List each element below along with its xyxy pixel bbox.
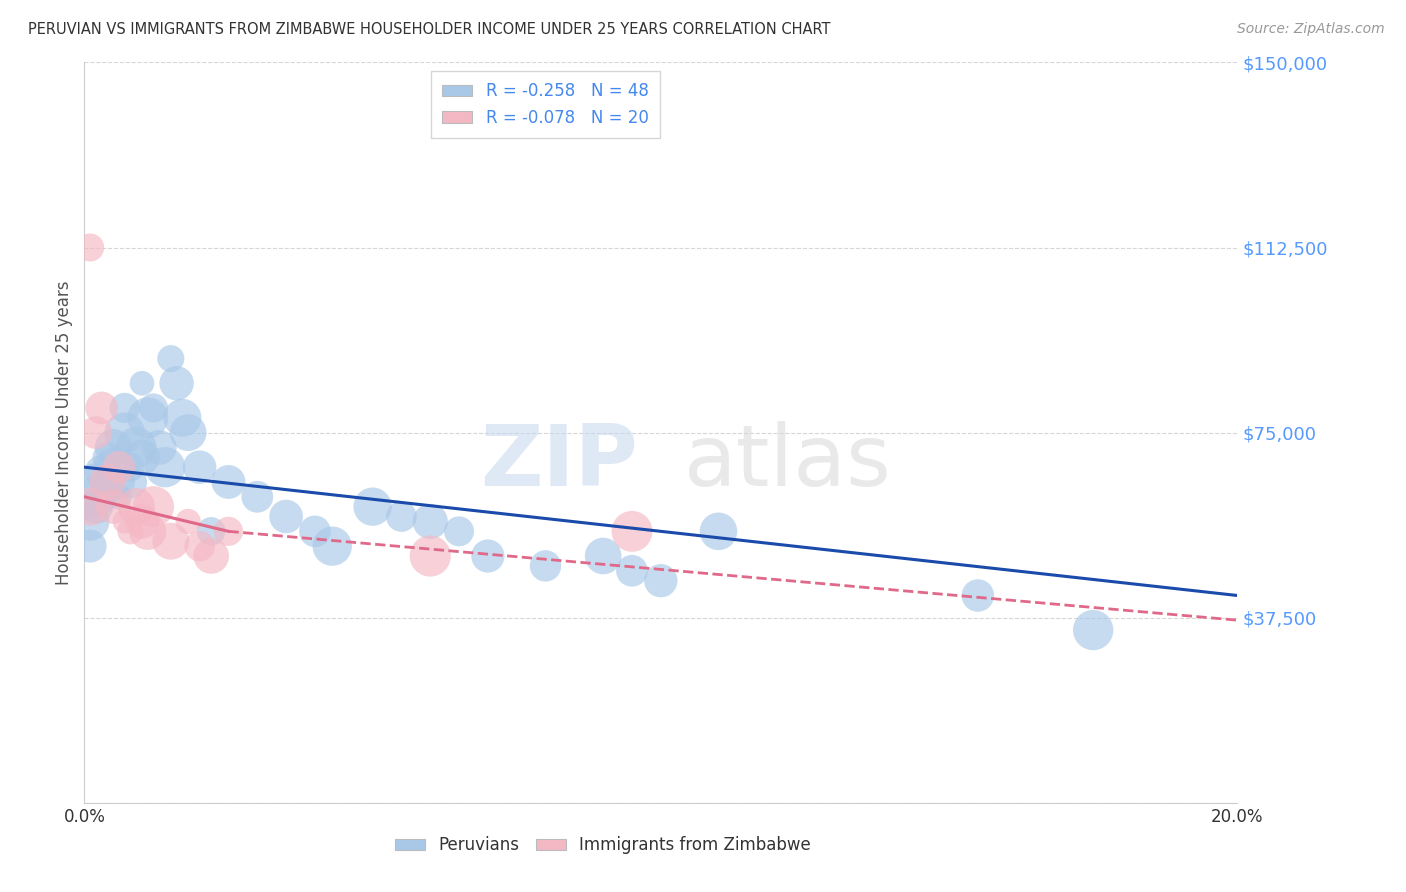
Point [96, 475, 118, 489]
Point [361, 500, 384, 514]
Point [108, 475, 131, 489]
Text: Source: ZipAtlas.com: Source: ZipAtlas.com [1237, 22, 1385, 37]
Point [218, 475, 240, 489]
Point [90, 401, 112, 415]
Point [177, 425, 200, 440]
Point [84, 425, 107, 440]
Point [84, 490, 107, 504]
Point [177, 515, 200, 529]
Point [103, 441, 124, 455]
Point [967, 589, 990, 603]
Point [79, 515, 101, 529]
Point [321, 539, 343, 553]
Point [120, 460, 142, 475]
Point [136, 524, 159, 539]
Point [707, 524, 730, 539]
Point [79, 500, 101, 514]
Point [148, 441, 170, 455]
Point [419, 515, 441, 529]
Point [96, 480, 118, 494]
Point [96, 450, 118, 465]
Point [218, 524, 240, 539]
Point [1083, 623, 1105, 637]
Point [120, 524, 142, 539]
Point [188, 460, 211, 475]
Point [621, 524, 644, 539]
Point [246, 490, 269, 504]
Point [90, 465, 112, 479]
Text: atlas: atlas [683, 421, 891, 504]
Point [108, 490, 131, 504]
Point [114, 425, 136, 440]
Point [108, 460, 131, 475]
Point [103, 500, 124, 514]
Point [79, 539, 101, 553]
Point [200, 549, 222, 563]
Point [534, 558, 557, 573]
Point [136, 410, 159, 425]
Point [114, 515, 136, 529]
Point [142, 401, 165, 415]
Point [103, 460, 124, 475]
Point [391, 509, 413, 524]
Point [621, 564, 644, 578]
Point [125, 500, 148, 514]
Point [172, 410, 194, 425]
Legend: Peruvians, Immigrants from Zimbabwe: Peruvians, Immigrants from Zimbabwe [388, 830, 818, 861]
Point [650, 574, 672, 588]
Point [79, 500, 101, 514]
Text: ZIP: ZIP [479, 421, 638, 504]
Point [90, 484, 112, 499]
Point [188, 539, 211, 553]
Point [120, 475, 142, 489]
Point [166, 376, 188, 391]
Point [79, 240, 101, 255]
Text: PERUVIAN VS IMMIGRANTS FROM ZIMBABWE HOUSEHOLDER INCOME UNDER 25 YEARS CORRELATI: PERUVIAN VS IMMIGRANTS FROM ZIMBABWE HOU… [28, 22, 831, 37]
Point [84, 475, 107, 489]
Point [419, 549, 441, 563]
Point [131, 376, 153, 391]
Point [114, 401, 136, 415]
Point [304, 524, 326, 539]
Point [131, 515, 153, 529]
Point [131, 450, 153, 465]
Point [477, 549, 499, 563]
Y-axis label: Householder Income Under 25 years: Householder Income Under 25 years [55, 280, 73, 585]
Point [449, 524, 471, 539]
Point [276, 509, 298, 524]
Point [125, 441, 148, 455]
Point [592, 549, 614, 563]
Point [200, 524, 222, 539]
Point [84, 500, 107, 514]
Point [160, 351, 183, 366]
Point [142, 500, 165, 514]
Point [160, 534, 183, 549]
Point [153, 460, 176, 475]
